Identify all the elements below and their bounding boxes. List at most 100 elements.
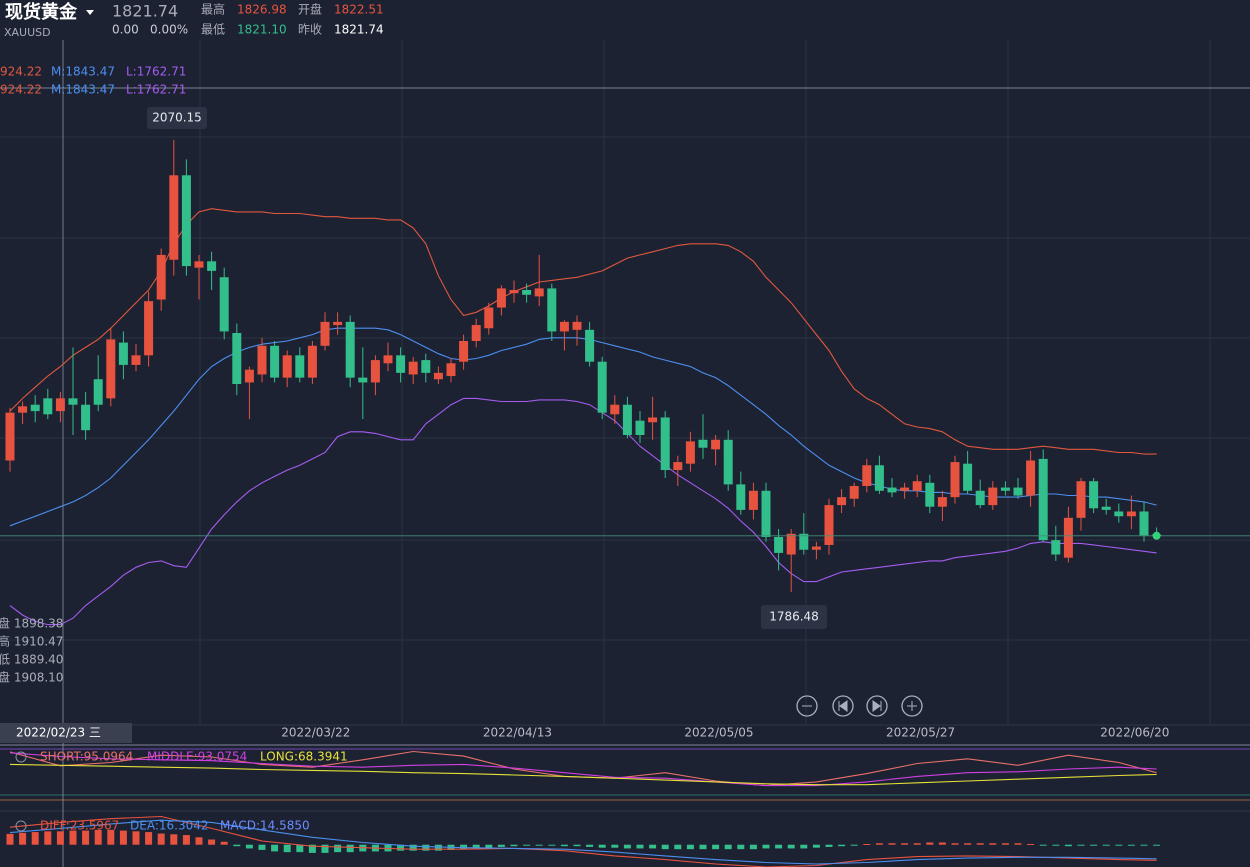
candle-body bbox=[685, 441, 695, 464]
candle-body bbox=[282, 355, 292, 378]
macd-bar bbox=[19, 832, 27, 845]
macd-bar bbox=[82, 830, 90, 845]
macd-bar bbox=[573, 844, 581, 847]
stat-value: 1821.10 bbox=[237, 23, 287, 37]
macd-bar bbox=[1014, 843, 1022, 845]
macd-bar bbox=[636, 844, 644, 849]
plot-area bbox=[0, 139, 1250, 867]
legend-lower: L:1762.71 bbox=[126, 65, 186, 79]
candle-body bbox=[1013, 487, 1023, 496]
candle-body bbox=[181, 175, 191, 267]
candle-body bbox=[748, 490, 758, 510]
candle-body bbox=[711, 439, 721, 450]
candle-body bbox=[534, 288, 544, 297]
prev-button[interactable] bbox=[832, 695, 854, 717]
zoom-controls bbox=[796, 695, 923, 717]
candle-body bbox=[5, 412, 15, 461]
stat-label: 开盘 bbox=[298, 2, 322, 17]
macd-bar bbox=[182, 835, 190, 845]
candle-body bbox=[106, 339, 116, 399]
stat-value: 1822.51 bbox=[334, 3, 384, 17]
background-grid bbox=[0, 40, 1250, 812]
candle-body bbox=[660, 417, 670, 471]
macd-bar bbox=[271, 844, 279, 852]
candle-body bbox=[610, 404, 620, 415]
zoom-in-button[interactable] bbox=[901, 695, 923, 717]
macd-bar bbox=[497, 844, 505, 847]
stat-label: 昨收 bbox=[298, 23, 322, 37]
macd-bar bbox=[157, 833, 165, 845]
macd-bar bbox=[951, 843, 959, 845]
info-line: 高 1910.47 bbox=[0, 634, 63, 649]
macd-bar bbox=[485, 844, 493, 848]
macd-bar bbox=[964, 843, 972, 845]
candle-body bbox=[547, 288, 557, 332]
macd-bar bbox=[409, 844, 417, 851]
macd-bar bbox=[888, 843, 896, 845]
candle-body bbox=[874, 465, 884, 491]
macd-bar bbox=[586, 844, 594, 847]
candle-body bbox=[408, 361, 418, 375]
candle-body bbox=[345, 321, 355, 378]
candle-body bbox=[93, 379, 103, 405]
settings-icon[interactable] bbox=[15, 820, 27, 832]
info-panel: 盘 1898.38 高 1910.47 低 1889.40 盘 1908.10 bbox=[0, 616, 63, 685]
candle-body bbox=[320, 321, 330, 346]
icon bbox=[907, 701, 917, 711]
candle-body bbox=[118, 342, 128, 365]
stat-label: 最低 bbox=[201, 23, 225, 37]
candle-body bbox=[81, 404, 91, 431]
candle-body bbox=[1139, 511, 1149, 536]
macd-bar bbox=[674, 844, 682, 850]
macd-bar bbox=[560, 844, 568, 847]
candle-body bbox=[471, 325, 481, 341]
macd-bar bbox=[901, 843, 909, 845]
candle-body bbox=[635, 420, 645, 435]
candle-body bbox=[484, 307, 494, 329]
candle-body bbox=[257, 345, 267, 375]
macd-bar bbox=[296, 844, 304, 853]
macd-bar bbox=[699, 844, 707, 850]
x-tick-label: 2022/06/20 bbox=[1100, 726, 1169, 740]
candle-body bbox=[1063, 517, 1073, 558]
macd-bar bbox=[308, 844, 316, 853]
macd-bar bbox=[94, 829, 102, 845]
stat-value: 1826.98 bbox=[237, 3, 287, 17]
settings-icon[interactable] bbox=[15, 751, 27, 763]
x-tick-label: 2022/05/05 bbox=[684, 726, 753, 740]
info-line: 盘 1908.10 bbox=[0, 670, 63, 685]
legend-item: DIFF:23.5967 bbox=[40, 819, 119, 833]
macd-bar bbox=[472, 844, 480, 849]
macd-bar bbox=[107, 829, 115, 845]
macd-bar bbox=[775, 844, 783, 849]
macd-bar bbox=[611, 844, 619, 848]
candle-body bbox=[1126, 511, 1136, 517]
macd-bar bbox=[724, 844, 732, 850]
candle-body bbox=[1000, 487, 1010, 491]
legend-middle: M:1843.47 bbox=[51, 65, 115, 79]
macd-bar bbox=[535, 844, 543, 846]
next-button[interactable] bbox=[866, 695, 888, 717]
indicator-line bbox=[9, 752, 1157, 787]
zoom-out-button[interactable] bbox=[796, 695, 818, 717]
candle-body bbox=[55, 398, 65, 412]
candle-body bbox=[433, 372, 443, 380]
candle-body bbox=[622, 404, 632, 435]
legend-item: SHORT:95.0964 bbox=[40, 750, 133, 764]
candle-body bbox=[811, 546, 821, 550]
legend-upper: 924.22 bbox=[0, 83, 42, 97]
icon bbox=[872, 700, 882, 712]
macd-bar bbox=[346, 844, 354, 853]
macd-bar bbox=[510, 844, 518, 847]
macd-bar bbox=[233, 844, 241, 847]
candle-body bbox=[18, 406, 28, 413]
candle-body bbox=[862, 465, 872, 486]
candle-body bbox=[824, 505, 834, 545]
candle-body bbox=[572, 321, 582, 330]
candle-body bbox=[673, 462, 683, 471]
candle-body bbox=[849, 485, 859, 499]
macd-bar bbox=[976, 843, 984, 845]
dropdown-icon[interactable] bbox=[86, 10, 94, 15]
candle-body bbox=[459, 340, 469, 362]
candle-body bbox=[975, 490, 985, 506]
